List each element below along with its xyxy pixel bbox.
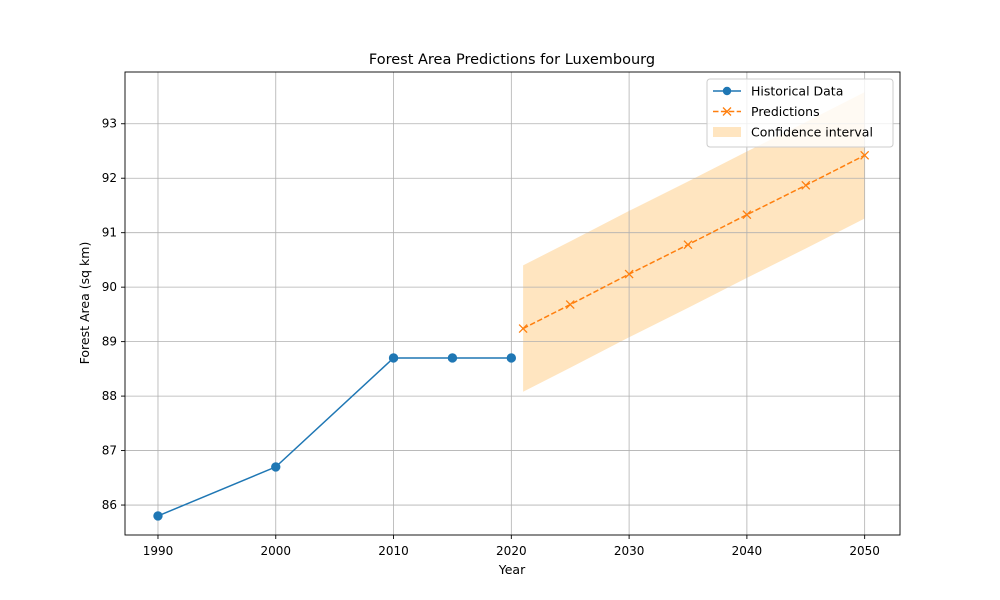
y-tick-label: 87 [102,444,117,458]
data-point-0-3 [447,353,458,363]
data-point-0-0 [153,511,163,521]
y-tick-label: 93 [102,117,117,131]
legend: Historical Data Predictions Confidence int… [706,78,894,148]
x-tick-label: 2010 [378,544,409,558]
y-tick-label: 92 [102,171,117,185]
y-tick-label: 88 [102,389,117,403]
data-point-0-1 [271,462,281,472]
x-tick-label: 2000 [260,544,291,558]
legend-marker-0 [722,86,732,96]
data-point-1-2 [624,269,634,279]
chart-title: Forest Area Predictions for Luxembourg [369,52,655,68]
x-tick-label: 1990 [143,544,174,558]
data-point-0-4 [506,353,517,363]
plot-frame [124,71,901,536]
y-tick-label: 86 [102,498,117,512]
data-point-1-1 [565,300,575,310]
y-tick-label: 90 [102,280,117,294]
legend-label-1: Predictions [751,104,820,119]
data-point-1-4 [742,210,752,220]
y-axis-label: Forest Area (sq km) [77,242,92,365]
legend-box [706,78,894,148]
x-tick-label: 2020 [496,544,527,558]
y-tick-label: 91 [102,226,117,240]
x-axis-label: Year [498,562,526,577]
x-tick-label: 2040 [732,544,763,558]
data-point-1-3 [683,240,693,250]
data-point-1-0 [518,324,528,334]
legend-marker-1 [722,107,732,116]
data-point-0-2 [388,353,399,363]
x-tick-label: 2030 [614,544,645,558]
x-tick-label: 2050 [849,544,880,558]
data-point-1-5 [801,180,811,190]
data-point-1-6 [860,150,870,160]
legend-patch-2 [713,127,741,137]
y-tick-label: 89 [102,335,117,349]
legend-label-2: Confidence interval [751,125,873,140]
legend-label-0: Historical Data [751,84,843,99]
